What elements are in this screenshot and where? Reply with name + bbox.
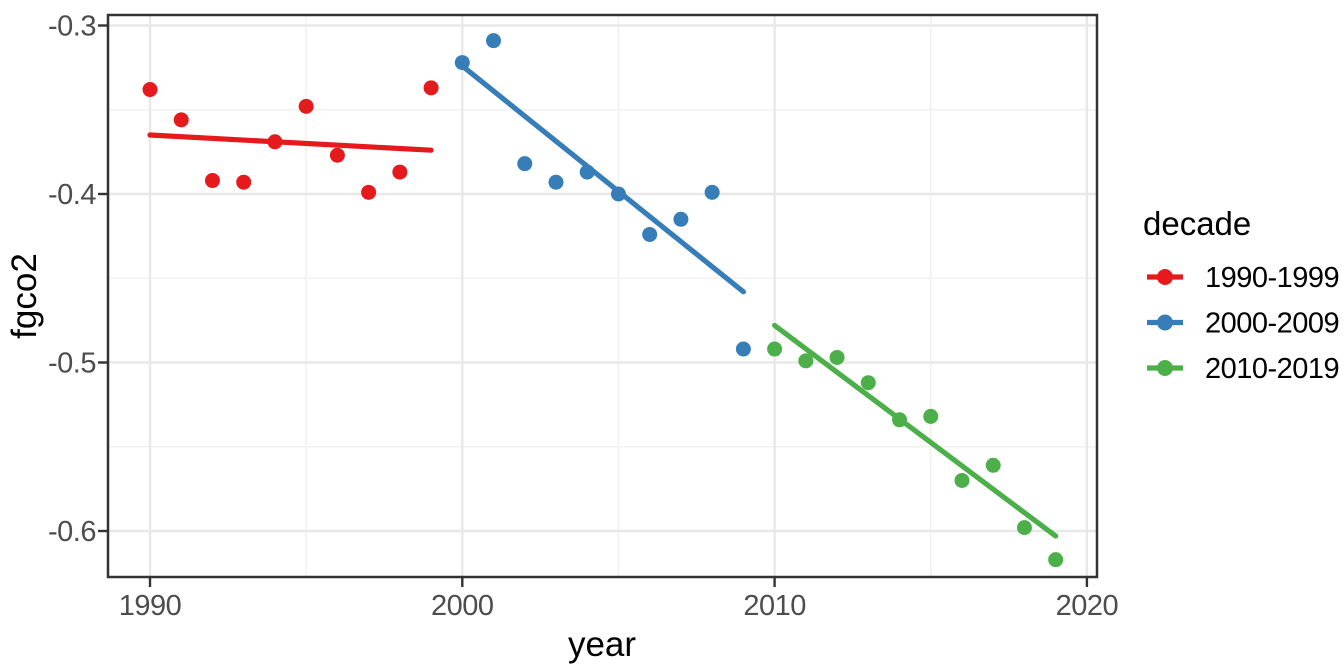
legend-entry: 2010-2019 bbox=[1147, 353, 1340, 385]
data-point bbox=[173, 112, 189, 128]
axis-tick-labels: 1990 2000 2010 2020 -0.3 -0.4 -0.5 -0.6 bbox=[48, 11, 1119, 623]
data-point bbox=[142, 82, 158, 98]
y-tick-label: -0.6 bbox=[48, 516, 96, 548]
trend-line bbox=[771, 322, 1059, 539]
legend-key-point-icon bbox=[1157, 269, 1173, 285]
data-point bbox=[673, 211, 689, 227]
data-point bbox=[985, 457, 1001, 473]
data-point bbox=[735, 341, 751, 357]
data-point bbox=[204, 173, 220, 189]
data-point bbox=[329, 147, 345, 163]
legend-label: 2000-2009 bbox=[1205, 308, 1339, 340]
data-point bbox=[548, 174, 564, 190]
major-gridlines bbox=[108, 15, 1097, 577]
legend-key-point-icon bbox=[1157, 360, 1173, 376]
x-axis-title: year bbox=[568, 625, 636, 664]
x-tick-label: 1990 bbox=[119, 590, 182, 622]
data-point bbox=[298, 98, 314, 114]
data-point bbox=[1048, 552, 1064, 568]
data-point bbox=[829, 349, 845, 365]
y-axis-title: fgco2 bbox=[5, 253, 44, 339]
legend-title: decade bbox=[1143, 205, 1251, 242]
y-tick-label: -0.3 bbox=[48, 11, 96, 43]
plot-panel bbox=[108, 15, 1097, 577]
trend-line bbox=[459, 63, 746, 295]
y-tick-label: -0.4 bbox=[48, 179, 96, 211]
data-point bbox=[236, 174, 252, 190]
data-point bbox=[423, 80, 439, 96]
data-point bbox=[704, 184, 720, 200]
axis-ticks bbox=[98, 24, 1089, 587]
data-point bbox=[954, 472, 970, 488]
data-point bbox=[486, 33, 502, 49]
minor-gridlines bbox=[108, 15, 1097, 577]
data-point bbox=[1016, 520, 1032, 536]
data-point bbox=[517, 156, 533, 172]
data-point bbox=[798, 353, 814, 369]
data-points-layer bbox=[142, 33, 1064, 568]
legend-label: 2010-2019 bbox=[1205, 353, 1339, 385]
x-tick-label: 2010 bbox=[743, 590, 806, 622]
data-point bbox=[923, 408, 939, 424]
data-point bbox=[860, 375, 876, 391]
x-tick-label: 2000 bbox=[431, 590, 494, 622]
data-point bbox=[642, 226, 658, 242]
legend-entry: 2000-2009 bbox=[1147, 308, 1340, 340]
panel-border bbox=[106, 13, 1099, 579]
data-point bbox=[361, 184, 377, 200]
legend: decade 1990-1999 2000-2009 2010-2019 bbox=[1143, 205, 1340, 385]
y-tick-label: -0.5 bbox=[48, 348, 96, 380]
trend-line bbox=[147, 132, 434, 153]
x-tick-label: 2020 bbox=[1056, 590, 1119, 622]
legend-entries: 1990-1999 2000-2009 2010-2019 bbox=[1147, 262, 1340, 385]
trend-lines-layer bbox=[147, 63, 1059, 539]
legend-label: 1990-1999 bbox=[1205, 262, 1339, 294]
legend-key-point-icon bbox=[1157, 314, 1173, 331]
data-point bbox=[392, 164, 408, 180]
legend-entry: 1990-1999 bbox=[1147, 262, 1340, 294]
data-point bbox=[767, 341, 783, 357]
